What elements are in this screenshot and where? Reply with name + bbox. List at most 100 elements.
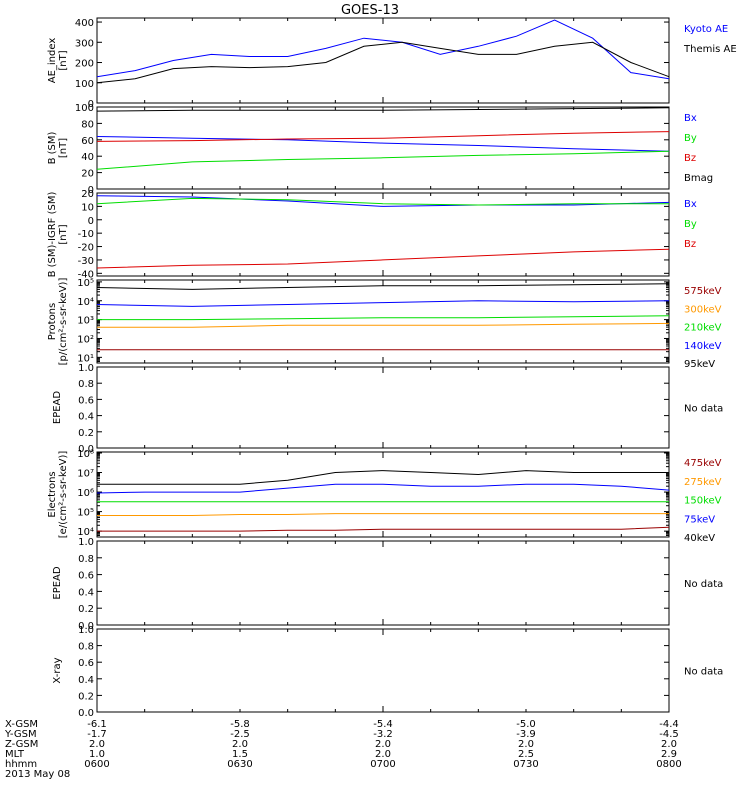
panel-frame (96, 366, 670, 449)
y-tick-label: -40 (78, 269, 94, 280)
legend-entry: Bx (684, 113, 697, 124)
y-tick-label: 10 (81, 202, 94, 213)
footer-value: -4.4 (659, 719, 679, 730)
footer-value: 0800 (656, 759, 681, 770)
footer-row-label: MLT (5, 749, 25, 760)
y-axis-label-line: Protons (47, 303, 58, 340)
series-line-75kev (96, 483, 670, 494)
y-axis-label-line: Electrons (47, 471, 58, 517)
y-axis-label: B (SM)-IGRF (SM)[nT] (47, 192, 69, 278)
legend-entry: 95keV (684, 359, 715, 370)
panel-frame (96, 628, 670, 713)
y-tick-label: 60 (81, 136, 94, 147)
footer-value: 2.5 (518, 749, 534, 760)
y-tick-label: 40 (81, 152, 94, 163)
y-tick-label: 0.8 (78, 642, 94, 653)
footer-value: -1.7 (87, 729, 107, 740)
y-tick-label: 80 (81, 119, 94, 130)
panel-4: 10¹ 10² 10³ 10⁴ 10⁵ Protons[p/(cm²-s-sr-keV)]… (47, 278, 722, 370)
panel-3: -40 -30 -20 -10 0 10 20 B (SM)-IGRF (SM)[nT] Bx B… (47, 189, 697, 280)
y-tick-label: 1.0 (78, 363, 94, 374)
footer-value: 1.5 (232, 749, 248, 760)
footer-value: -5.0 (516, 719, 536, 730)
y-tick-label: -10 (78, 229, 94, 240)
y-tick-label: 10⁷ (77, 469, 94, 480)
panel-5: 0.0 0.2 0.4 0.6 0.8 1.0 EPEAD No data (52, 363, 723, 455)
y-tick-label: 300 (75, 38, 94, 49)
series-line-by (96, 150, 670, 170)
y-tick-label: 0.2 (78, 691, 94, 702)
legend-entry: Kyoto AE (684, 24, 728, 35)
y-tick-label: 10¹ (77, 353, 94, 364)
y-tick-label: 10⁴ (77, 527, 94, 538)
panel-2: 0 20 40 60 80 100 B (SM)[nT] Bx By Bz Bmag (47, 103, 713, 196)
series-line-by (96, 197, 669, 206)
footer-value: 0600 (84, 759, 109, 770)
y-tick-label: 20 (81, 169, 94, 180)
footer-value: 2.0 (518, 739, 534, 750)
no-data-label: No data (684, 579, 723, 590)
footer-value: -5.4 (373, 719, 393, 730)
footer-value: -4.5 (659, 729, 679, 740)
legend-entry: 40keV (684, 533, 715, 544)
y-tick-label: 1.0 (78, 537, 94, 548)
y-tick-label: 1.0 (78, 625, 94, 636)
footer-value: 0630 (227, 759, 252, 770)
y-tick-label: 10⁵ (77, 508, 94, 519)
footer-row-label: hhmm (5, 759, 37, 770)
panel-frame (96, 106, 670, 190)
y-tick-label: 0.4 (78, 675, 94, 686)
y-tick-label: 10⁶ (77, 488, 94, 499)
series-line-275kev (97, 513, 669, 516)
no-data-label: No data (684, 404, 723, 415)
y-tick-label: 0.2 (78, 604, 94, 615)
y-tick-label: 0.0 (78, 621, 94, 632)
legend-entry: 75keV (684, 514, 715, 525)
y-axis-label: AE_index[nT] (47, 38, 69, 84)
panel-7: 0.0 0.2 0.4 0.6 0.8 1.0 EPEAD No data (52, 537, 723, 632)
y-tick-label: 0 (88, 99, 94, 110)
legend-entry: 275keV (684, 477, 722, 488)
legend-entry: 300keV (684, 304, 722, 315)
y-tick-label: 0.8 (78, 379, 94, 390)
y-axis-label-line: [nT] (58, 138, 69, 158)
y-axis-label-line: B (SM)-IGRF (SM) (47, 192, 58, 278)
y-tick-label: 0.0 (78, 444, 94, 455)
footer-row-label: Z-GSM (5, 739, 38, 750)
footer-value: -6.1 (87, 719, 107, 730)
y-axis-label: Electrons[e/(cm²-s-sr-keV)] (47, 451, 69, 539)
legend-entry: 210keV (684, 323, 722, 334)
y-tick-label: 400 (75, 18, 94, 29)
panel-frame (96, 192, 670, 277)
series-line-bz (96, 131, 670, 142)
y-tick-label: 10⁵ (77, 278, 94, 289)
chart-title: GOES-13 (341, 3, 399, 18)
y-tick-label: 0.6 (78, 571, 94, 582)
y-tick-label: 0.4 (78, 587, 94, 598)
y-axis-label-line: B (SM) (47, 131, 58, 164)
y-tick-label: 0.0 (78, 708, 94, 719)
y-tick-label: 10⁸ (77, 449, 94, 460)
series-line-40kev (97, 470, 669, 485)
y-axis-label-line: [e/(cm²-s-sr-keV)] (58, 451, 69, 539)
y-tick-label: 10³ (77, 316, 94, 327)
legend-entry: By (684, 219, 697, 230)
footer-value: -5.8 (230, 719, 250, 730)
footer-row-label: Y-GSM (4, 729, 37, 740)
y-tick-label: 100 (75, 103, 94, 114)
footer-value: -3.9 (516, 729, 536, 740)
y-axis-label-line: EPEAD (52, 391, 63, 425)
panel-frame (96, 540, 670, 626)
y-tick-label: -20 (78, 243, 94, 254)
y-axis-label: EPEAD (52, 391, 63, 425)
footer-value: 2.0 (232, 739, 248, 750)
y-tick-label: 0.8 (78, 554, 94, 565)
y-axis-label-line: X-ray (52, 657, 63, 683)
legend-entry: Bz (684, 153, 696, 164)
y-tick-label: 200 (75, 59, 94, 70)
series-line-themis-ae (96, 41, 670, 84)
legend-entry: Bx (684, 199, 697, 210)
series-line-bx (96, 195, 670, 207)
